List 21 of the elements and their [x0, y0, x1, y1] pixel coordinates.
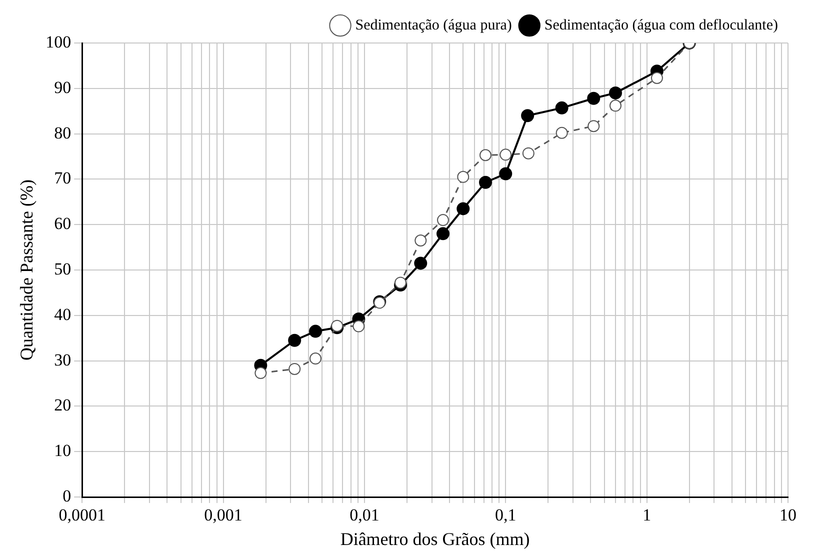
y-tick-label: 50: [54, 259, 72, 278]
y-tick-label: 20: [54, 396, 72, 415]
y-tick-label: 10: [54, 441, 72, 460]
y-tick-label: 40: [54, 304, 72, 324]
x-tick-label: 0,0001: [58, 506, 106, 525]
y-tick-label: 100: [46, 32, 72, 52]
x-tick-label: 1: [642, 506, 652, 525]
x-tick-label: 10: [780, 506, 796, 525]
x-tick-label: 0,01: [350, 506, 380, 525]
legend-label: Sedimentação (água com defloculante): [544, 17, 778, 34]
legend-label: Sedimentação (água pura): [355, 17, 512, 34]
x-axis-title: Diâmetro dos Grãos (mm): [340, 528, 530, 549]
x-tick-label: 0,001: [204, 506, 242, 525]
x-tick-label: 0,1: [495, 506, 516, 525]
y-axis-title: Quantidade Passante (%): [16, 180, 37, 360]
y-tick-label: 30: [54, 350, 72, 370]
y-tick-label: 60: [54, 214, 72, 234]
y-tick-label: 90: [54, 78, 72, 97]
y-tick-label: 80: [54, 123, 72, 142]
y-tick-label: 70: [54, 168, 72, 188]
y-tick-label: 0: [62, 486, 72, 506]
